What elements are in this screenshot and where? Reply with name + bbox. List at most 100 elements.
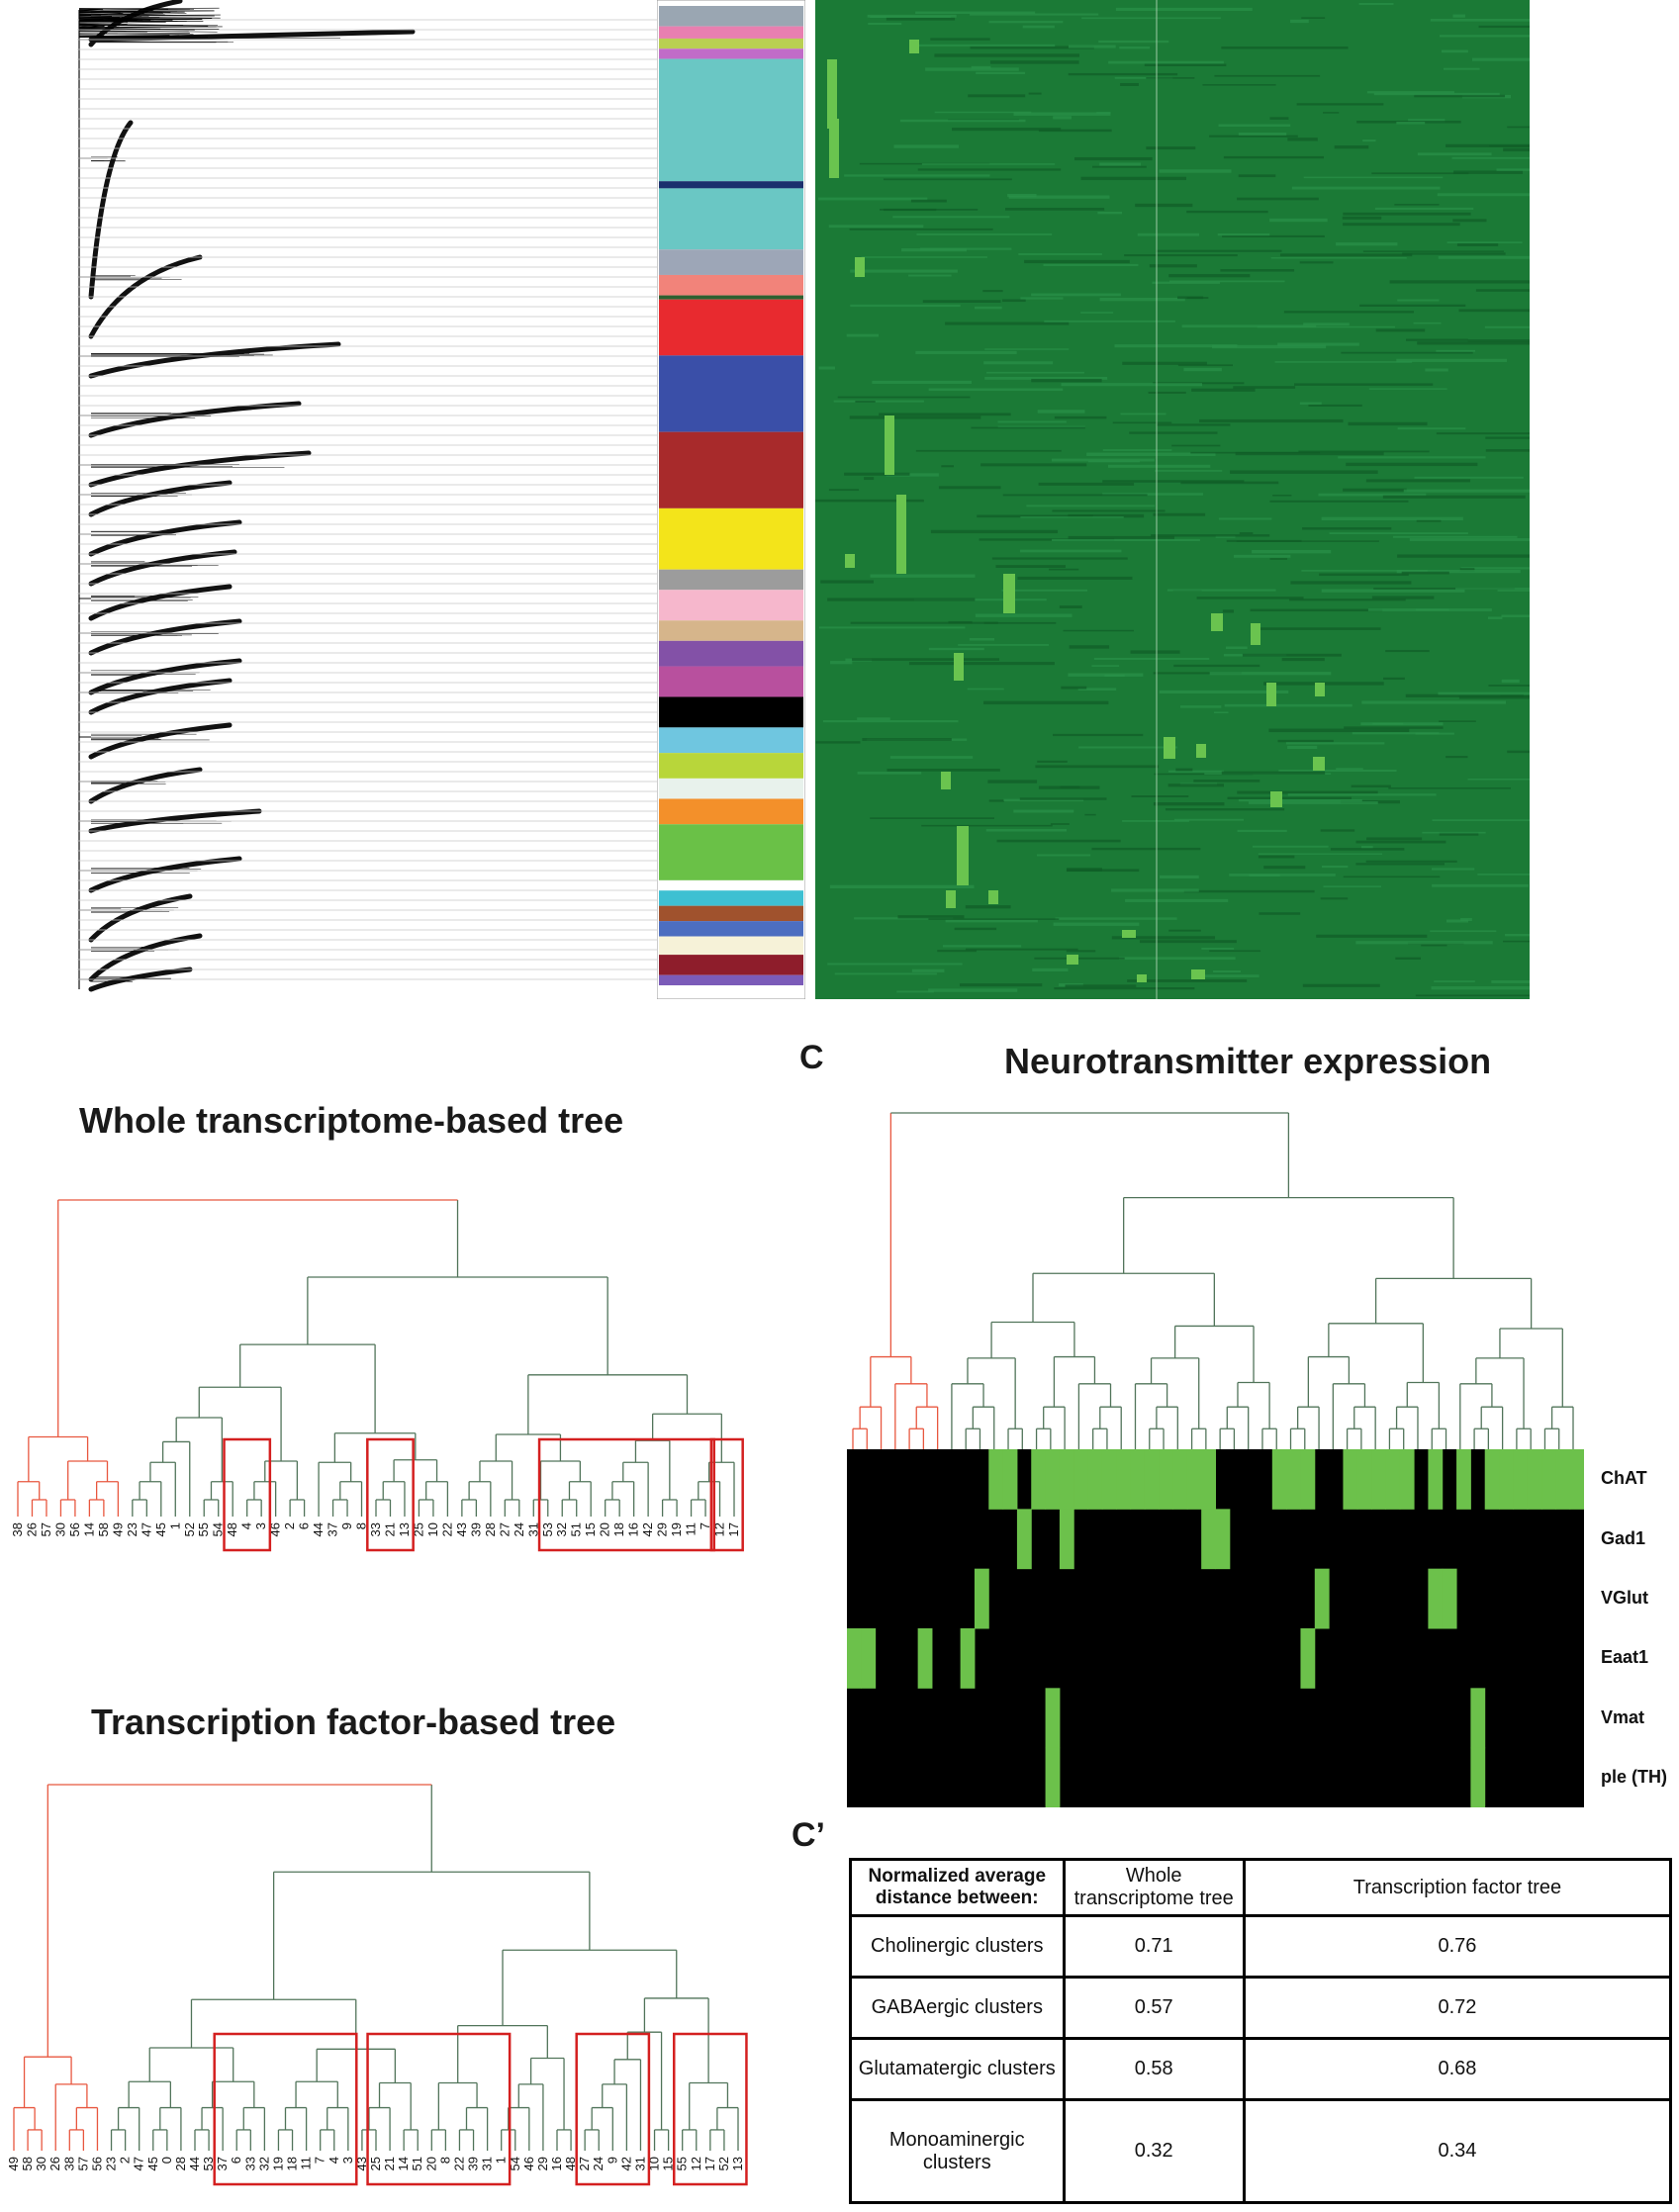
heatmap-stripe <box>1396 122 1426 125</box>
heatmap-stripe <box>1149 264 1197 268</box>
heatmap-stripes <box>815 2 1530 997</box>
tree-leaf-label: 54 <box>211 1522 226 1536</box>
fuzzy-leaf <box>78 14 165 16</box>
heatmap-stripe <box>837 396 971 399</box>
heatmap-stripe <box>1221 771 1326 775</box>
table-cell: 0.68 <box>1242 2037 1673 2101</box>
heatmap-stripe <box>1413 322 1442 324</box>
tree-leaf-label: 24 <box>591 2157 606 2170</box>
heatmap-stripe <box>1008 195 1110 199</box>
heatmap-stripe <box>969 638 995 641</box>
heatmap-stripe <box>1397 299 1440 302</box>
heatmap-stripe <box>1054 415 1107 419</box>
heatmap-stripe <box>1385 650 1430 653</box>
neurotransmitter-dendrogram <box>852 1112 1574 1449</box>
heatmap-stripe <box>1186 297 1209 300</box>
tree-leaf-label: 30 <box>52 1522 67 1536</box>
matrix-cell-on <box>1144 1449 1160 1510</box>
heatmap-stripe <box>941 465 955 468</box>
tree-leaf-label: 8 <box>354 1522 369 1529</box>
table-cell: 0.57 <box>1062 1976 1246 2040</box>
heatmap-stripe <box>1034 957 1125 960</box>
heatmap-stripe <box>974 306 1002 310</box>
heatmap-stripe <box>817 197 928 201</box>
table-header-cell: Whole transcriptome tree <box>1062 1858 1246 1917</box>
heatmap-stripe <box>830 661 853 665</box>
matrix-cell-on <box>1484 1449 1500 1510</box>
heatmap-stripe <box>1446 919 1468 923</box>
heatmap-stripe <box>857 772 922 775</box>
heatmap-stripe <box>1355 840 1446 844</box>
heatmap-stripe <box>1367 608 1492 611</box>
tree-leaf-label: 45 <box>153 1522 168 1536</box>
heatmap-stripe <box>1122 361 1207 365</box>
heatmap-stripe <box>1361 846 1373 849</box>
fuzzy-leaf <box>78 25 119 28</box>
heatmap-stripe <box>886 17 956 21</box>
tree-leaf-label: 52 <box>182 1522 197 1536</box>
heatmap-stripe <box>1052 538 1200 542</box>
tree-leaf-label: 14 <box>81 1522 96 1536</box>
heatmap-stripe <box>1066 950 1096 953</box>
heatmap-stripe <box>1319 573 1409 577</box>
heatmap-stripe <box>1225 646 1248 650</box>
tree-leaf-label: 53 <box>540 1522 555 1536</box>
heatmap-stripe <box>1360 722 1444 726</box>
table-cell: 0.34 <box>1242 2098 1673 2204</box>
tree-leaf-label: 54 <box>508 2157 522 2170</box>
heatmap-hot-cell <box>941 772 951 789</box>
heatmap-stripe <box>1396 358 1508 362</box>
heatmap-stripe <box>1269 218 1328 223</box>
heatmap-stripe <box>1252 627 1381 630</box>
cluster-colorbar <box>657 0 805 999</box>
heatmap-stripe <box>1439 35 1530 38</box>
heatmap-stripe <box>870 574 976 578</box>
heatmap-hot-cell <box>1003 574 1015 613</box>
tree-leaf-label: 27 <box>497 1522 512 1536</box>
heatmap-stripe <box>868 22 902 26</box>
highlight-box <box>537 1437 715 1552</box>
heatmap-stripe <box>1368 388 1447 390</box>
matrix-cell-on <box>1031 1449 1047 1510</box>
heatmap-stripe <box>1396 569 1521 574</box>
matrix-cell-on <box>1159 1449 1174 1510</box>
tree-leaf-label: 31 <box>525 1522 540 1536</box>
tree-leaf-label: 58 <box>96 1522 111 1536</box>
heatmap-stripe <box>1453 170 1524 174</box>
tree-leaf-label: 37 <box>215 2157 230 2170</box>
expression-heatmap <box>815 0 1530 999</box>
heatmap-stripe <box>870 817 994 819</box>
heatmap-stripe <box>1102 449 1172 451</box>
heatmap-stripe <box>1130 650 1180 654</box>
heatmap-stripe <box>1438 691 1530 695</box>
heatmap-stripe <box>1342 216 1382 220</box>
heatmap-stripe <box>1078 746 1178 749</box>
heatmap-stripe <box>1403 489 1530 493</box>
heatmap-stripe <box>1051 458 1155 462</box>
heatmap-stripe <box>1344 726 1444 729</box>
matrix-cell-on <box>1456 1449 1471 1510</box>
tree-leaf-label: 4 <box>326 2157 341 2164</box>
tree-leaf-label: 44 <box>187 2157 202 2170</box>
heatmap-stripe <box>889 756 974 759</box>
heatmap-stripe <box>1415 994 1530 997</box>
heatmap-stripe <box>1318 493 1427 497</box>
matrix-cell-on <box>847 1628 862 1689</box>
heatmap-stripe <box>1285 742 1385 745</box>
heatmap-stripe <box>1417 152 1492 156</box>
tree-leaf-label: 56 <box>67 1522 82 1536</box>
nt-tree-branches <box>852 1112 1574 1449</box>
heatmap-stripe <box>1485 449 1530 452</box>
colorbar-segment <box>659 640 803 667</box>
transcription-factor-tree: 49 58 30 26 38 57 56 23 2 47 45 0 28 44 53 37 6 33 32 19 18 1… <box>6 1784 748 2186</box>
tree-leaf-label: 11 <box>684 1522 699 1536</box>
matrix-cell-on <box>1470 1747 1486 1807</box>
heatmap-hot-cell <box>957 826 969 885</box>
dendrogram-clade <box>88 519 242 557</box>
heatmap-hot-cell <box>855 257 865 277</box>
heatmap-stripe <box>1131 795 1189 798</box>
heatmap-stripe <box>1436 432 1530 435</box>
heatmap-stripe <box>850 304 961 308</box>
tree-branches <box>13 1784 739 2151</box>
heatmap-stripe <box>1218 517 1272 520</box>
